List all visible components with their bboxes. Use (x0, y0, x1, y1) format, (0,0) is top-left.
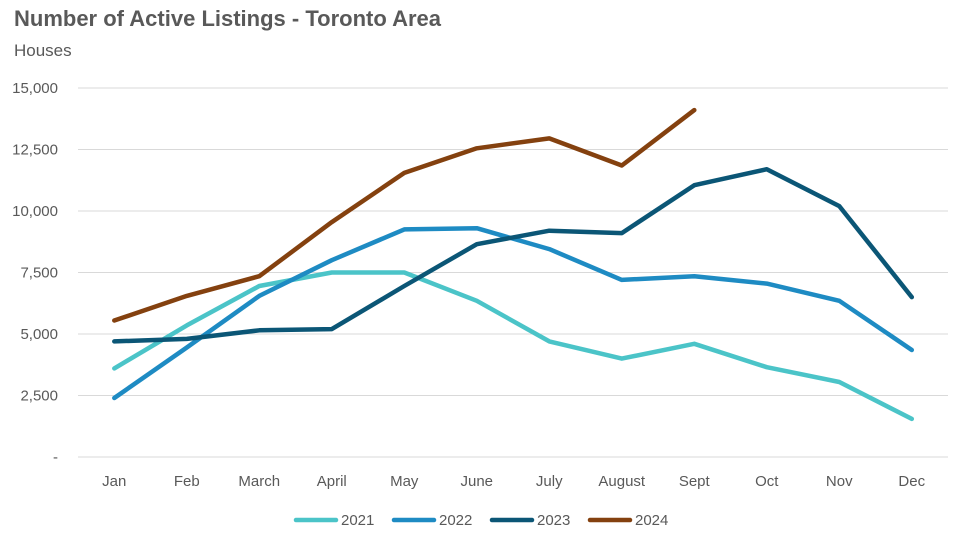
x-tick-label: Feb (174, 473, 200, 490)
x-tick-label: June (460, 473, 493, 490)
x-tick-label: Dec (898, 473, 925, 490)
x-tick-label: Oct (755, 473, 779, 490)
x-tick-label: Nov (826, 473, 853, 490)
y-axis: - 2,500 5,000 7,500 10,000 12,500 15,000 (12, 80, 58, 466)
grid-lines (78, 87, 948, 396)
series-line-2024 (112, 107, 697, 323)
legend-label-2022: 2022 (439, 512, 472, 529)
y-tick-label: 12,500 (12, 142, 58, 159)
x-tick-label: May (390, 473, 419, 490)
y-tick-label: 15,000 (12, 80, 58, 97)
x-tick-label: March (238, 473, 280, 490)
legend-label-2021: 2021 (341, 512, 374, 529)
y-tick-label: 10,000 (12, 203, 58, 220)
x-axis: Jan Feb March April May June July August Sept Oct… (78, 456, 948, 490)
y-tick-label: 7,500 (20, 265, 58, 282)
series-line-2021 (112, 270, 915, 422)
x-tick-label: April (317, 473, 347, 490)
series-lines (112, 107, 915, 422)
x-tick-label: Jan (102, 473, 126, 490)
x-tick-label: August (598, 473, 646, 490)
y-tick-label: 2,500 (20, 388, 58, 405)
x-tick-label: July (536, 473, 563, 490)
x-tick-label: Sept (679, 473, 711, 490)
chart-subtitle: Houses (14, 41, 72, 60)
legend: 2021 2022 2023 2024 (293, 512, 668, 529)
legend-label-2024: 2024 (635, 512, 668, 529)
series-line-2023 (112, 166, 915, 344)
y-tick-label: - (53, 449, 58, 466)
chart-title: Number of Active Listings - Toronto Area (14, 6, 441, 31)
legend-label-2023: 2023 (537, 512, 570, 529)
y-tick-label: 5,000 (20, 326, 58, 343)
